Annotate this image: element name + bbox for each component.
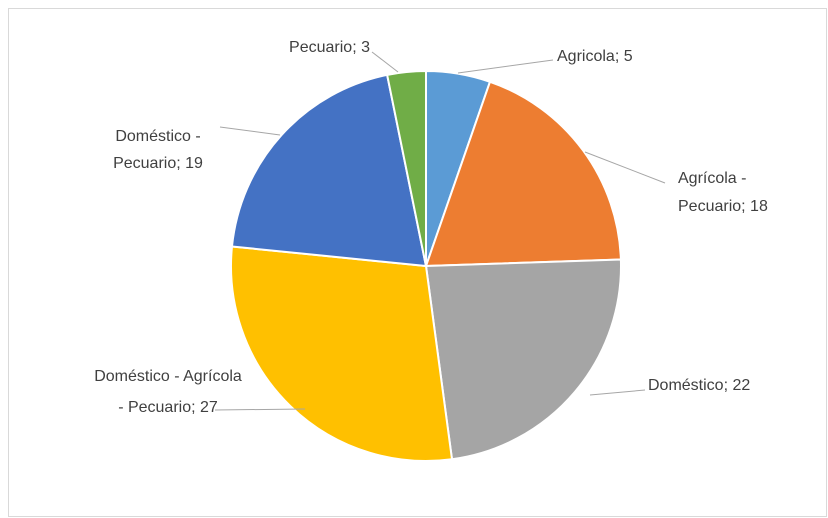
data-label: Agrícola - Pecuario; 18 — [678, 165, 788, 221]
pie-slice — [230, 245, 454, 462]
label-value-group: ; 27 — [191, 399, 218, 416]
label-separator: ; — [723, 377, 733, 394]
label-category: Doméstico — [648, 377, 724, 394]
data-label: Doméstico; 22 — [648, 373, 818, 399]
pie-slice — [424, 80, 622, 268]
label-separator: ; — [741, 198, 751, 215]
pie-slice — [424, 258, 622, 461]
label-separator: ; — [176, 155, 186, 172]
label-category: Doméstico - Agrícola - Pecuario — [94, 368, 242, 416]
label-value: 18 — [750, 198, 768, 215]
label-value: 3 — [361, 39, 370, 56]
leader-line — [457, 59, 554, 74]
label-category: Doméstico - Pecuario — [113, 128, 201, 172]
label-separator: ; — [614, 48, 624, 65]
label-separator: ; — [191, 399, 200, 416]
leader-line — [371, 51, 399, 73]
label-value: 19 — [185, 155, 203, 172]
pie-slice — [385, 69, 427, 267]
label-category: Agrícola - Pecuario — [678, 170, 747, 215]
data-label: Doméstico - Pecuario; 19 — [88, 123, 228, 177]
label-value: 27 — [200, 399, 218, 416]
label-value-group: ; 19 — [176, 155, 203, 172]
label-separator: ; — [352, 39, 362, 56]
label-value-group: ; 5 — [615, 48, 633, 65]
data-label: Pecuario; 3 — [200, 35, 370, 61]
leader-line — [214, 408, 306, 411]
leader-line — [219, 126, 281, 136]
label-category: Agricola — [557, 48, 615, 65]
leader-line — [589, 389, 646, 396]
label-value: 22 — [732, 377, 751, 394]
label-value-group: ; 3 — [352, 39, 370, 56]
leader-line — [584, 151, 666, 184]
label-value-group: ; 18 — [741, 198, 768, 215]
data-label: Agricola; 5 — [557, 44, 777, 70]
label-value-group: ; 22 — [724, 377, 751, 394]
pie-slice — [230, 73, 428, 268]
label-value: 5 — [623, 48, 633, 65]
label-category: Pecuario — [289, 39, 353, 56]
data-label: Doméstico - Agrícola - Pecuario; 27 — [93, 361, 243, 423]
